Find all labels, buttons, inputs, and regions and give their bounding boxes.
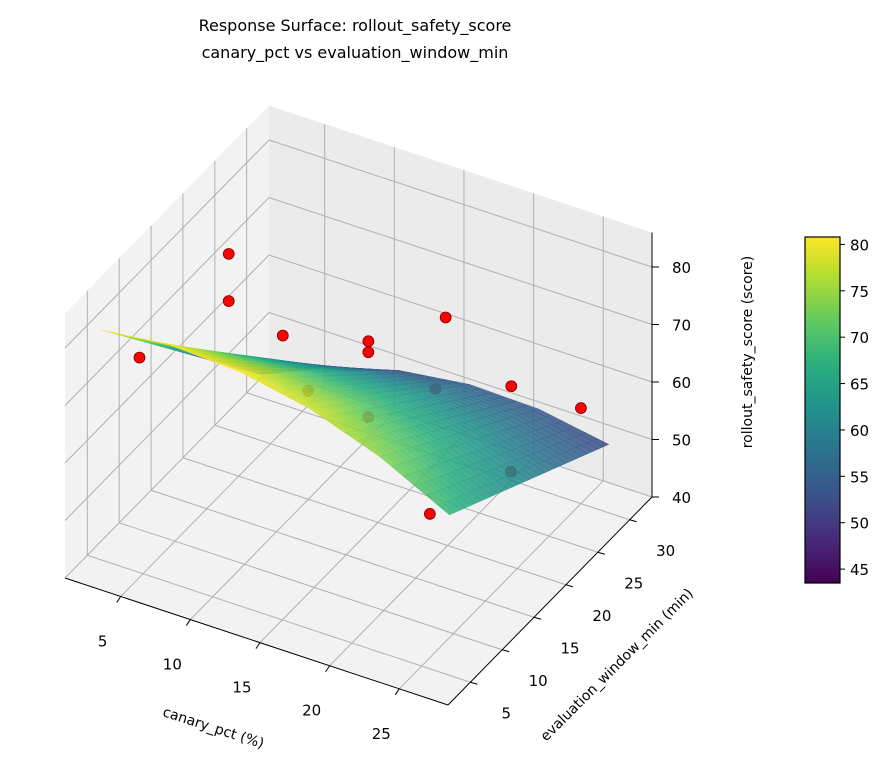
x-gridline: [120, 388, 326, 597]
x-tick-mark: [185, 619, 191, 626]
z-gridline: [64, 139, 270, 349]
points-above-surface: [222, 248, 587, 414]
x-tick-mark: [116, 596, 122, 603]
data-point: [439, 311, 452, 324]
axis-lines: [64, 232, 659, 706]
z-tick-label: 60: [672, 374, 691, 392]
y-gridline: [150, 489, 535, 618]
x-tick-label: 5: [98, 632, 108, 650]
data-point: [575, 402, 587, 414]
y-gridline: [214, 424, 598, 553]
y-tick-mark: [629, 519, 637, 523]
z-tick-label: 80: [672, 259, 691, 277]
z-gridline: [268, 312, 653, 440]
z-axis-label: rollout_safety_score (score): [740, 256, 756, 449]
left-pane: [65, 105, 269, 578]
z-gridline: [268, 197, 653, 325]
data-point: [133, 351, 146, 364]
data-point: [362, 335, 375, 348]
z-gridline: [64, 312, 270, 521]
y-tick-mark: [502, 649, 510, 653]
y-tick-label: 5: [502, 704, 512, 722]
x-tick-label: 15: [232, 679, 251, 697]
y-tick-mark: [533, 616, 542, 620]
x-axis-line: [64, 577, 449, 706]
y-gridline: [182, 457, 567, 586]
y-tick-label: 25: [624, 574, 643, 592]
colorbar-tick-label: 70: [850, 329, 869, 347]
x-tick-mark: [325, 665, 331, 673]
colorbar-gradient: [804, 236, 841, 584]
z-gridline: [64, 254, 270, 464]
y-tick-mark: [597, 551, 605, 555]
data-point: [222, 295, 235, 307]
colorbar-tick-label: 75: [850, 283, 869, 301]
z-gridline: [268, 139, 653, 268]
z-gridline: [64, 369, 270, 579]
z-tick-label: 70: [672, 317, 691, 335]
y-tick-label: 15: [561, 639, 580, 657]
x-tick-mark: [255, 642, 261, 649]
data-point: [362, 346, 375, 359]
chart-subtitle: canary_pct vs evaluation_window_min: [202, 43, 509, 63]
x-tick-label: 25: [372, 725, 391, 743]
y-tick-mark: [470, 681, 478, 685]
x-gridline: [189, 411, 395, 620]
data-point: [505, 380, 518, 393]
colorbar-tick-label: 65: [850, 376, 869, 394]
y-axis-line: [447, 496, 653, 706]
colorbar-tick-label: 50: [850, 515, 869, 533]
y-tick-label: 30: [656, 542, 675, 560]
chart-title: Response Surface: rollout_safety_score: [199, 16, 512, 36]
x-gridline: [398, 480, 604, 690]
data-point: [222, 248, 235, 260]
colorbar-tick-label: 45: [850, 561, 869, 579]
colorbar-tick-label: 60: [850, 422, 869, 440]
z-tick-label: 50: [672, 432, 691, 450]
surface: [101, 329, 610, 516]
data-point: [276, 329, 289, 342]
y-axis-label: evaluation_window_min (min): [538, 586, 697, 745]
colorbar-tick-label: 55: [850, 468, 869, 486]
tick-labels: 5 10 15 20 25 5 10 15 20 25 30 40 50 60 70 80: [98, 259, 691, 743]
y-gridline: [87, 554, 471, 683]
colorbar: 45 50 55 60 65 70 75 80: [804, 236, 869, 584]
z-gridline: [64, 197, 270, 406]
z-tick-label: 40: [672, 489, 691, 507]
y-tick-mark: [565, 584, 574, 588]
x-tick-mark: [394, 688, 400, 696]
z-gridline: [268, 254, 653, 383]
y-tick-label: 20: [592, 607, 611, 625]
y-gridline: [119, 522, 503, 651]
x-axis-label: canary_pct (%): [161, 704, 266, 752]
surface-patch: [437, 502, 456, 516]
colorbar-tick-label: 80: [850, 236, 869, 254]
y-tick-label: 10: [529, 672, 548, 690]
x-tick-label: 20: [302, 702, 321, 720]
x-tick-label: 10: [163, 656, 182, 674]
data-point: [424, 508, 436, 520]
